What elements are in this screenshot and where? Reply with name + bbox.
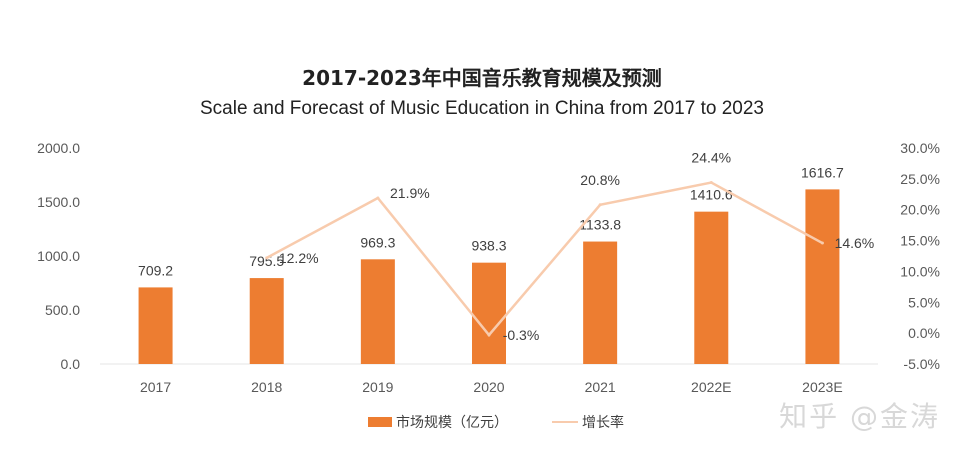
y-left-tick-label: 2000.0: [37, 140, 80, 156]
x-tick-label: 2021: [585, 379, 616, 395]
line-data-label: 12.2%: [279, 250, 319, 266]
x-tick-label: 2019: [362, 379, 393, 395]
line-point: [487, 333, 491, 337]
bar-data-label: 1410.6: [690, 187, 733, 203]
bar: [138, 287, 173, 364]
y-left-tick-label: 500.0: [45, 302, 80, 318]
bar-data-label: 795.5: [249, 253, 284, 269]
y-left-tick-label: 1500.0: [37, 194, 80, 210]
y-right-tick-label: -5.0%: [903, 356, 940, 372]
bar-data-label: 709.2: [138, 262, 173, 278]
bar: [472, 262, 506, 364]
legend: 市场规模（亿元） 增长率: [368, 412, 624, 432]
y-right-tick-label: 20.0%: [900, 202, 940, 218]
y-right-tick-label: 5.0%: [908, 294, 940, 310]
legend-bar-label: 市场规模（亿元）: [396, 415, 508, 431]
bar: [360, 259, 395, 364]
line-point: [265, 256, 269, 260]
y-right-tick-label: 0.0%: [908, 325, 940, 341]
watermark: 知乎 @金涛: [779, 400, 940, 433]
line-data-label: 24.4%: [691, 150, 731, 166]
y-right-tick-label: 10.0%: [900, 263, 940, 279]
bar-data-label: 938.3: [471, 238, 506, 254]
line-data-label: 14.6%: [835, 235, 875, 251]
y-right-tick-label: 15.0%: [900, 233, 940, 249]
x-tick-label: 2017: [140, 379, 171, 395]
y-right-tick-label: 30.0%: [900, 140, 940, 156]
line-point: [376, 196, 380, 200]
line-data-label: -0.3%: [503, 327, 540, 343]
bar: [694, 211, 729, 364]
x-tick-label: 2023E: [802, 379, 842, 395]
bar: [805, 189, 840, 364]
x-tick-label: 2022E: [691, 379, 731, 395]
bar-data-label: 969.3: [360, 234, 395, 250]
growth-line: [266, 181, 824, 337]
legend-bar-swatch: [368, 417, 392, 427]
line-point: [598, 203, 602, 207]
y-left-tick-label: 1000.0: [37, 248, 80, 264]
x-tick-label: 2020: [473, 379, 504, 395]
bar-data-label: 1616.7: [801, 164, 844, 180]
legend-line-swatch: [552, 421, 578, 423]
legend-line-label: 增长率: [582, 415, 624, 431]
bar: [583, 241, 618, 364]
bar: [249, 278, 284, 364]
chart-title: 2017-2023年中国音乐教育规模及预测: [302, 66, 662, 90]
chart-subtitle: Scale and Forecast of Music Education in…: [200, 98, 764, 119]
line-data-label: 20.8%: [580, 172, 620, 188]
line-point: [820, 241, 824, 245]
y-right-tick-label: 25.0%: [900, 171, 940, 187]
line-data-label: 21.9%: [390, 185, 430, 201]
line-point: [709, 181, 713, 185]
x-tick-label: 2018: [251, 379, 282, 395]
bar-data-label: 1133.8: [579, 217, 621, 233]
y-left-tick-label: 0.0: [61, 356, 81, 372]
